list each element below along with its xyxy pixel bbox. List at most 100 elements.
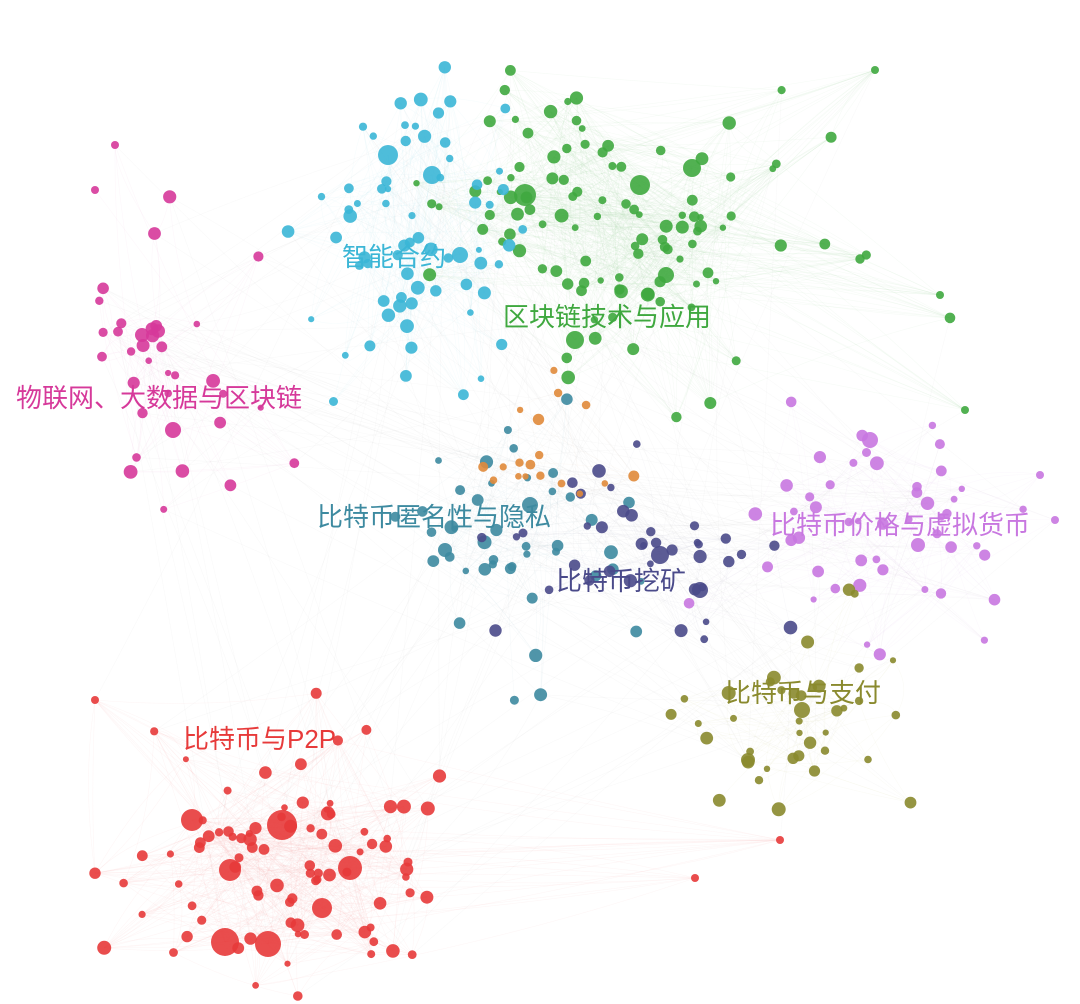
network-node bbox=[446, 155, 453, 162]
network-node bbox=[523, 128, 534, 139]
network-node bbox=[809, 765, 820, 776]
network-node bbox=[790, 508, 798, 516]
network-node bbox=[485, 210, 495, 220]
network-node bbox=[369, 937, 378, 946]
network-node bbox=[124, 465, 138, 479]
network-node bbox=[252, 982, 259, 989]
network-node bbox=[383, 835, 391, 843]
network-node bbox=[504, 426, 512, 434]
network-node bbox=[255, 931, 281, 957]
network-node bbox=[522, 497, 538, 513]
network-node bbox=[693, 227, 702, 236]
network-node bbox=[796, 730, 802, 736]
network-node bbox=[762, 561, 773, 572]
network-node bbox=[660, 220, 673, 233]
network-node bbox=[165, 370, 171, 376]
network-node bbox=[604, 566, 616, 578]
network-node bbox=[892, 711, 901, 720]
network-node bbox=[769, 541, 779, 551]
network-node bbox=[97, 352, 107, 362]
network-node bbox=[785, 535, 797, 547]
network-node bbox=[515, 473, 522, 480]
network-node bbox=[224, 787, 232, 795]
network-node bbox=[424, 243, 438, 257]
network-node bbox=[804, 737, 816, 749]
network-node bbox=[433, 107, 444, 118]
network-node bbox=[608, 313, 617, 322]
network-node bbox=[495, 260, 503, 268]
network-node bbox=[199, 816, 207, 824]
network-node bbox=[862, 448, 871, 457]
network-node bbox=[633, 249, 643, 259]
network-node bbox=[427, 527, 437, 537]
network-node bbox=[489, 555, 499, 565]
network-node bbox=[500, 463, 507, 470]
network-node bbox=[703, 267, 714, 278]
network-node bbox=[651, 538, 661, 548]
network-node bbox=[720, 225, 726, 231]
network-node bbox=[281, 804, 288, 811]
network-node bbox=[640, 542, 647, 549]
network-node bbox=[823, 730, 829, 736]
network-node bbox=[550, 265, 562, 277]
network-node bbox=[342, 868, 351, 877]
network-node bbox=[961, 406, 969, 414]
network-node bbox=[225, 479, 237, 491]
network-node bbox=[981, 637, 988, 644]
network-node bbox=[814, 451, 826, 463]
network-node bbox=[877, 518, 889, 530]
network-node bbox=[544, 105, 557, 118]
network-node bbox=[427, 199, 436, 208]
network-node bbox=[681, 695, 689, 703]
network-node bbox=[183, 756, 189, 762]
network-node bbox=[687, 195, 698, 206]
network-node bbox=[935, 439, 945, 449]
network-node bbox=[511, 208, 524, 221]
network-node bbox=[775, 239, 787, 251]
network-node bbox=[737, 550, 746, 559]
network-node bbox=[945, 313, 956, 324]
network-node bbox=[695, 540, 703, 548]
network-node bbox=[936, 466, 947, 477]
network-node bbox=[411, 281, 425, 295]
network-node bbox=[327, 810, 336, 819]
network-node bbox=[700, 635, 708, 643]
network-node bbox=[509, 444, 518, 453]
network-node bbox=[526, 460, 536, 470]
network-node bbox=[959, 486, 965, 492]
network-node bbox=[359, 123, 367, 131]
network-node bbox=[630, 175, 650, 195]
network-node bbox=[624, 574, 637, 587]
network-node bbox=[215, 828, 223, 836]
network-node bbox=[656, 146, 666, 156]
network-node bbox=[469, 197, 481, 209]
network-node bbox=[188, 901, 197, 910]
network-node bbox=[554, 389, 562, 397]
network-node bbox=[625, 509, 638, 522]
network-node bbox=[608, 162, 616, 170]
network-node bbox=[401, 136, 411, 146]
network-node bbox=[214, 417, 226, 429]
network-node bbox=[727, 211, 736, 220]
network-node bbox=[572, 116, 582, 126]
network-node bbox=[176, 464, 190, 478]
network-node bbox=[361, 828, 369, 836]
network-node bbox=[505, 65, 516, 76]
network-node bbox=[311, 688, 322, 699]
network-node bbox=[253, 890, 263, 900]
network-node bbox=[97, 941, 111, 955]
network-node bbox=[445, 552, 455, 562]
network-node bbox=[536, 472, 544, 480]
network-node bbox=[452, 247, 468, 263]
network-node bbox=[667, 544, 678, 555]
network-node bbox=[826, 132, 837, 143]
network-node bbox=[676, 256, 683, 263]
network-node bbox=[472, 494, 484, 506]
network-node bbox=[570, 91, 583, 104]
network-node bbox=[787, 753, 798, 764]
network-node bbox=[367, 839, 377, 849]
network-node bbox=[258, 405, 264, 411]
network-node bbox=[512, 116, 519, 123]
network-node bbox=[330, 232, 342, 244]
network-node bbox=[671, 412, 681, 422]
